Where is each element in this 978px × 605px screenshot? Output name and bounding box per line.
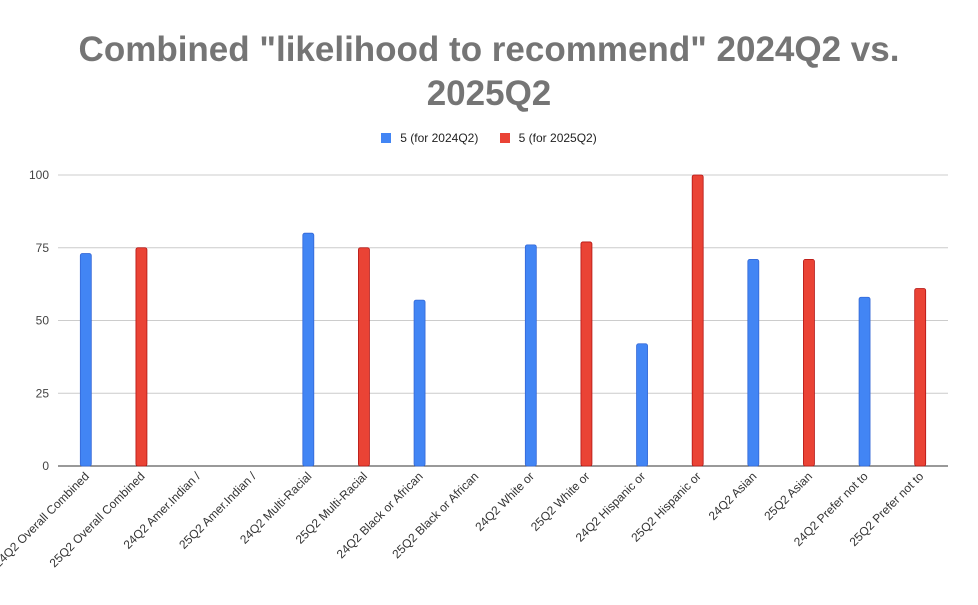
bar-2025q2 [358, 247, 370, 467]
y-tick-label: 0 [42, 459, 49, 473]
legend-label-2024q2: 5 (for 2024Q2) [400, 131, 479, 145]
chart-title: Combined "likelihood to recommend" 2024Q… [0, 28, 978, 116]
x-tick-label: 25Q2 Asian [761, 469, 815, 523]
bars [79, 174, 927, 467]
bar-2024q2 [636, 343, 648, 467]
bar-2024q2 [79, 253, 92, 467]
bar-2024q2 [524, 244, 537, 467]
bar-2025q2 [803, 258, 815, 467]
y-tick-label: 50 [36, 314, 50, 328]
x-tick-label: 24Q2 Asian [706, 469, 760, 523]
y-tick-label: 75 [36, 241, 50, 255]
x-tick-label: 25Q2 Overall Combined [47, 469, 148, 570]
y-axis-ticks: 0 25 50 75 100 [29, 168, 49, 473]
y-tick-label: 25 [36, 386, 50, 400]
legend-label-2025q2: 5 (for 2025Q2) [518, 131, 597, 145]
bar-2024q2 [302, 232, 315, 467]
bar-2025q2 [135, 247, 148, 467]
legend-swatch-2024q2 [381, 133, 392, 143]
y-tick-label: 100 [29, 168, 49, 182]
bar-2024q2 [858, 296, 871, 467]
chart-title-line-2: 2025Q2 [426, 74, 552, 113]
x-tick-label: 24Q2 Overall Combined [0, 469, 92, 570]
chart-legend: 5 (for 2024Q2) 5 (for 2025Q2) [0, 131, 978, 146]
legend-swatch-2025q2 [499, 133, 510, 143]
gridlines [58, 174, 948, 467]
bar-2025q2 [914, 288, 927, 467]
bar-2025q2 [691, 174, 704, 467]
chart-title-line-1: Combined "likelihood to recommend" 2024Q… [78, 30, 900, 69]
legend-item-2025q2: 5 (for 2025Q2) [499, 131, 597, 145]
bar-2025q2 [580, 241, 593, 467]
bar-2024q2 [413, 299, 426, 467]
legend-item-2024q2: 5 (for 2024Q2) [381, 131, 478, 145]
bar-2024q2 [747, 258, 760, 467]
